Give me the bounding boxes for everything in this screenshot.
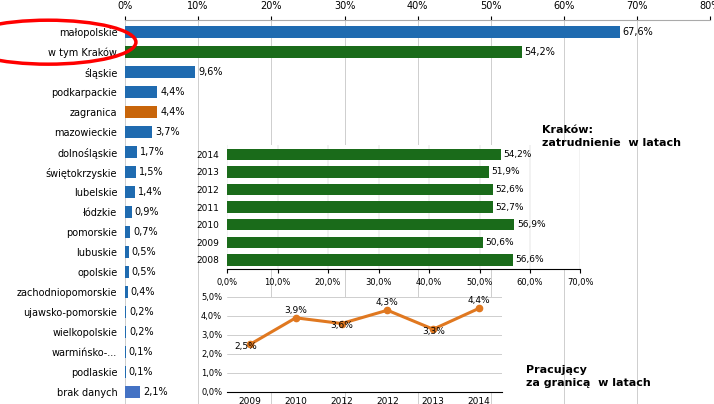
Bar [125, 106, 157, 118]
Bar [125, 246, 129, 258]
Text: 2,1%: 2,1% [144, 387, 168, 397]
Bar [125, 126, 152, 138]
Text: 54,2%: 54,2% [503, 150, 532, 159]
Bar [125, 66, 195, 78]
Text: Kraków:
zatrudnienie  w latach: Kraków: zatrudnienie w latach [543, 125, 681, 148]
Text: 0,7%: 0,7% [133, 227, 158, 237]
Text: Pracujący
za granicą  w latach: Pracujący za granicą w latach [526, 365, 650, 388]
Bar [125, 386, 141, 398]
Text: 4,4%: 4,4% [160, 107, 185, 117]
Text: 3,9%: 3,9% [284, 306, 307, 315]
Bar [227, 219, 514, 230]
Text: 9,6%: 9,6% [198, 67, 223, 77]
Text: 0,2%: 0,2% [129, 307, 154, 317]
Bar [125, 286, 128, 298]
Text: 0,1%: 0,1% [129, 367, 153, 377]
Text: 54,2%: 54,2% [525, 47, 555, 57]
Text: 4,4%: 4,4% [468, 297, 491, 305]
Bar [125, 206, 131, 218]
Text: 2,5%: 2,5% [234, 342, 257, 351]
Text: 52,7%: 52,7% [496, 202, 524, 212]
Text: 56,9%: 56,9% [517, 220, 545, 229]
Text: 0,2%: 0,2% [129, 327, 154, 337]
Bar [227, 201, 493, 213]
Bar [125, 146, 137, 158]
Text: 0,4%: 0,4% [131, 287, 156, 297]
Bar [227, 254, 513, 265]
Bar [125, 326, 126, 338]
Bar [125, 166, 136, 178]
Bar [227, 166, 489, 178]
Text: 56,6%: 56,6% [516, 255, 544, 264]
Text: 3,3%: 3,3% [422, 327, 445, 336]
Text: 67,6%: 67,6% [623, 27, 653, 37]
Bar [125, 346, 126, 358]
Bar [125, 226, 130, 238]
Text: 1,5%: 1,5% [139, 167, 164, 177]
Bar [227, 236, 483, 248]
Text: 0,5%: 0,5% [131, 247, 156, 257]
Text: 4,4%: 4,4% [160, 87, 185, 97]
Text: 0,5%: 0,5% [131, 267, 156, 277]
Text: 1,4%: 1,4% [138, 187, 163, 197]
Bar [125, 186, 135, 198]
Bar [125, 46, 522, 58]
Bar [125, 26, 620, 38]
Text: 0,9%: 0,9% [134, 207, 159, 217]
Text: 1,7%: 1,7% [141, 147, 165, 157]
Bar [125, 86, 157, 98]
Bar [125, 266, 129, 278]
Bar [125, 306, 126, 318]
Bar [227, 184, 493, 195]
Text: 3,7%: 3,7% [155, 127, 180, 137]
Bar [227, 149, 501, 160]
Text: 4,3%: 4,3% [376, 299, 399, 307]
Bar [125, 366, 126, 378]
Text: 52,6%: 52,6% [495, 185, 523, 194]
Text: 50,6%: 50,6% [485, 238, 513, 247]
Text: 51,9%: 51,9% [492, 167, 521, 176]
Text: 0,1%: 0,1% [129, 347, 153, 357]
Text: 3,6%: 3,6% [330, 321, 353, 330]
